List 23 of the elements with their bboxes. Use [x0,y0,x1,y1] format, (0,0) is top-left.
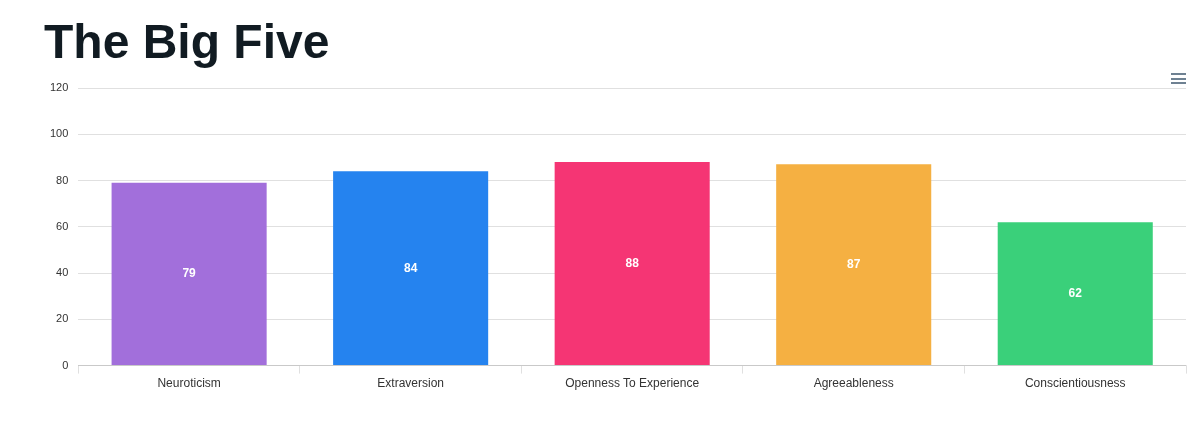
y-tick-label: 40 [56,266,69,279]
data-label: 62 [1068,285,1083,300]
bar [554,162,710,366]
bar [997,222,1153,366]
y-tick-label: 20 [56,312,69,325]
data-label: 88 [625,255,640,270]
bar [776,164,932,366]
x-tick-label: Agreeableness [813,376,894,391]
bar [111,182,267,366]
y-tick-label: 100 [49,127,69,140]
y-tick-label: 80 [56,173,69,186]
y-tick-label: 0 [62,358,69,371]
data-label: 84 [403,260,418,275]
x-tick-label: Extraversion [377,376,444,391]
x-tick-label: Conscientiousness [1024,376,1126,391]
data-label: 87 [847,257,861,272]
chart-title: The Big Five [44,14,330,69]
x-tick-label: Openness To Experience [565,376,700,391]
y-tick-label: 120 [49,81,69,94]
bar [333,171,489,366]
x-tick-label: Neuroticism [157,376,221,391]
y-tick-label: 60 [56,219,69,232]
data-label: 79 [182,266,197,281]
